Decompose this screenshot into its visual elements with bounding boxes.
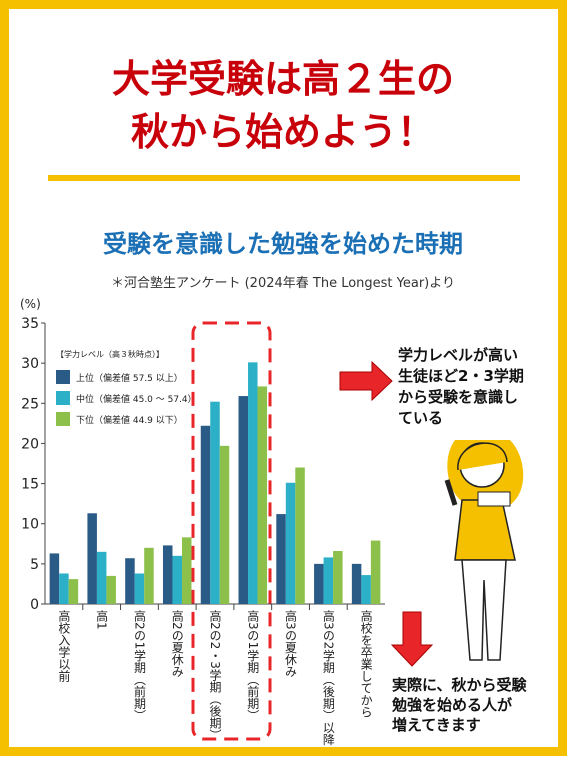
bar <box>172 555 182 604</box>
bar <box>333 551 343 604</box>
bar <box>295 467 305 604</box>
callout-text: から受験を意識し <box>398 388 518 406</box>
legend-title: 【学力レベル（高３秋時点）】 <box>56 349 164 359</box>
divider <box>48 175 520 181</box>
chart-subtitle: ＊河合塾生アンケート (2024年春 The Longest Year)より <box>111 275 455 291</box>
bar <box>106 575 116 604</box>
callout-text: 増えてきます <box>392 716 481 734</box>
bar <box>49 553 60 604</box>
title-line: 大学受験は高２生の <box>112 57 454 101</box>
y-tick-label: 25 <box>21 396 39 412</box>
bar <box>59 573 69 604</box>
x-tick-label: 高2の2・3学期（後期） <box>208 609 222 741</box>
x-tick-label: 高校を卒業してから <box>359 609 373 718</box>
highlight-box <box>191 321 272 741</box>
arrow-right <box>339 360 393 402</box>
bar <box>87 513 97 604</box>
bar <box>285 482 296 604</box>
bar <box>361 575 371 604</box>
person-illustration <box>444 440 524 661</box>
arrow-down <box>390 611 434 667</box>
y-axis-label: (%) <box>20 297 41 311</box>
bar <box>181 537 192 604</box>
y-tick-label: 35 <box>21 316 39 332</box>
x-tick-label: 高2の夏休み <box>170 609 184 678</box>
y-tick-label: 0 <box>30 597 39 613</box>
x-tick-label: 高2の1学期（前期） <box>132 609 146 722</box>
bar <box>219 445 230 604</box>
bar <box>125 558 135 604</box>
bar <box>276 514 286 604</box>
x-tick-label: 高3の2学期（後期）以降 <box>321 609 335 746</box>
bar <box>134 573 145 604</box>
bar <box>144 547 154 604</box>
bar <box>248 362 258 604</box>
y-tick-label: 20 <box>21 436 39 452</box>
legend-label: 中位（偏差値 45.0 ～ 57.4） <box>76 393 197 405</box>
x-tick-label: 高3の1学期（前期） <box>246 609 260 722</box>
legend-label: 上位（偏差値 57.5 以上） <box>76 372 183 384</box>
bar <box>323 557 334 604</box>
bar <box>314 563 324 604</box>
callout-text: 学力レベルが高い <box>398 346 518 364</box>
legend-swatch <box>56 391 70 405</box>
y-tick-label: 10 <box>21 517 39 533</box>
legend-swatch <box>56 412 70 426</box>
bar <box>370 540 381 604</box>
bar <box>200 425 211 604</box>
legend-label: 下位（偏差値 44.9 以下） <box>76 414 183 426</box>
y-tick-label: 15 <box>21 477 39 493</box>
x-tick-label: 高校入学以前 <box>57 609 71 682</box>
y-tick-label: 5 <box>30 557 39 573</box>
callout-text: 生徒ほど2・3学期 <box>398 367 524 385</box>
bar <box>68 579 79 604</box>
y-tick-label: 30 <box>21 356 39 372</box>
bar <box>257 386 268 604</box>
callout-text: 勉強を始める人が <box>391 696 513 714</box>
bar <box>351 563 362 604</box>
x-tick-label: 高3の夏休み <box>284 609 298 678</box>
legend-swatch <box>56 370 70 384</box>
bar <box>162 545 173 604</box>
title-line: 秋から始めよう！ <box>131 110 435 154</box>
bar <box>238 396 249 604</box>
chart-title: 受験を意識した勉強を始めた時期 <box>103 230 463 258</box>
callout-text: 実際に、秋から受験 <box>392 676 528 694</box>
bar <box>210 401 220 604</box>
callout-text: ている <box>398 409 443 427</box>
x-tick-label: 高1 <box>95 609 109 630</box>
bar <box>96 551 107 604</box>
